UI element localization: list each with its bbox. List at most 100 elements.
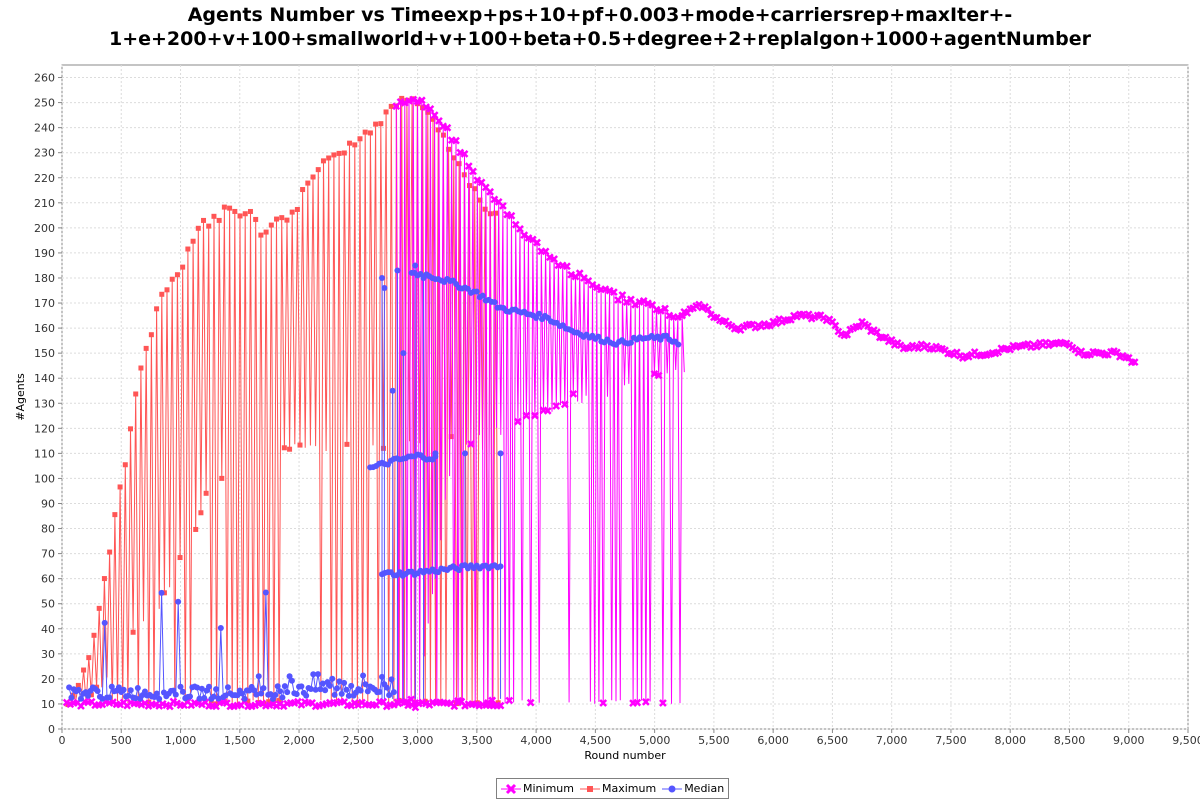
maximum-point [221, 204, 227, 210]
y-tick-label: 30 [41, 648, 55, 661]
median-point [348, 682, 355, 689]
maximum-point [383, 109, 389, 115]
y-tick-label: 260 [34, 72, 55, 85]
minimum-tail-series [680, 300, 1139, 367]
maximum-point [81, 667, 87, 673]
minimum-point [460, 150, 469, 158]
y-tick-label: 160 [34, 322, 55, 335]
maximum-point [232, 208, 238, 214]
maximum-point [378, 121, 384, 127]
median-point [675, 341, 682, 348]
median-point [310, 671, 317, 678]
median-upper-band [408, 269, 682, 348]
minimum-point [831, 321, 840, 330]
median-point [127, 687, 134, 694]
maximum-point [177, 555, 183, 561]
minimum-point [654, 371, 663, 380]
minimum-point [633, 698, 642, 707]
median-point [432, 450, 439, 457]
maximum-point [344, 441, 350, 447]
median-point [120, 686, 127, 693]
median-point [479, 292, 486, 299]
median-point [360, 672, 367, 679]
minimum-point [592, 283, 601, 292]
minimum-point [407, 695, 416, 704]
x-tick-label: 3,000 [402, 734, 434, 747]
x-tick-label: 8,500 [1054, 734, 1086, 747]
median-point [94, 687, 101, 694]
median-point [456, 567, 463, 574]
median-point [298, 683, 305, 690]
x-tick-label: 4,500 [580, 734, 612, 747]
maximum-point [399, 95, 405, 101]
median-point [307, 685, 314, 692]
maximum-point [122, 462, 128, 468]
minimum-point [545, 253, 554, 262]
y-tick-label: 170 [34, 297, 55, 310]
y-tick-label: 60 [41, 573, 55, 586]
median-point [258, 690, 265, 697]
maximum-point [75, 682, 81, 688]
median-point [386, 692, 393, 699]
maximum-point [425, 109, 431, 115]
legend-square-marker-icon [579, 783, 600, 795]
maximum-point [107, 549, 113, 555]
maximum-point [435, 127, 441, 133]
legend-label-minimum: Minimum [523, 782, 574, 795]
minimum-point [552, 402, 561, 410]
median-point [272, 692, 279, 699]
median-point [234, 692, 241, 699]
median-point [388, 676, 395, 683]
median-point [284, 689, 291, 696]
median-point [420, 274, 427, 281]
maximum-point [143, 345, 149, 351]
x-tick-label: 0 [59, 734, 66, 747]
median-mid-band [379, 562, 504, 579]
x-tick-label: 6,000 [757, 734, 789, 747]
y-axis-ticks: 0 10 20 30 40 50 60 70 80 90 100 110 120 130 140 150 160… [34, 72, 62, 736]
median-point [281, 683, 288, 690]
median-point [215, 695, 222, 702]
x-tick-label: 500 [111, 734, 132, 747]
minimum-point [550, 255, 559, 263]
maximum-point [219, 475, 225, 481]
minimum-point [659, 699, 667, 707]
x-tick-label: 7,000 [876, 734, 908, 747]
maximum-point [472, 186, 478, 192]
median-point [389, 387, 396, 394]
median-point [217, 624, 224, 631]
minimum-point [426, 104, 435, 113]
maximum-point [341, 150, 347, 156]
minimum-point [588, 280, 597, 289]
maximum-point [367, 130, 373, 136]
maximum-point [198, 510, 204, 516]
median-point [274, 683, 281, 690]
median-point [461, 450, 468, 457]
median-point [394, 267, 401, 274]
median-point [293, 691, 300, 698]
maximum-point [101, 576, 107, 582]
median-point [341, 679, 348, 686]
minimum-point [467, 440, 475, 448]
maximum-point [133, 391, 139, 397]
minimum-point [430, 111, 439, 120]
minimum-point [567, 270, 576, 279]
maximum-point [117, 484, 123, 490]
minimum-point [1130, 358, 1139, 367]
maximum-point [294, 206, 300, 212]
maximum-point [128, 426, 134, 432]
median-point [322, 687, 329, 694]
maximum-point [420, 105, 426, 111]
maximum-point [315, 167, 321, 173]
maximum-point [336, 150, 342, 156]
maximum-point [195, 225, 201, 231]
median-point [338, 690, 345, 697]
median-point [533, 314, 540, 321]
maximum-point [253, 216, 259, 222]
median-point [179, 688, 186, 695]
median-jump-series [379, 262, 504, 699]
median-point [286, 673, 293, 680]
legend-item-median: Median [662, 782, 724, 795]
maximum-point [190, 238, 196, 244]
